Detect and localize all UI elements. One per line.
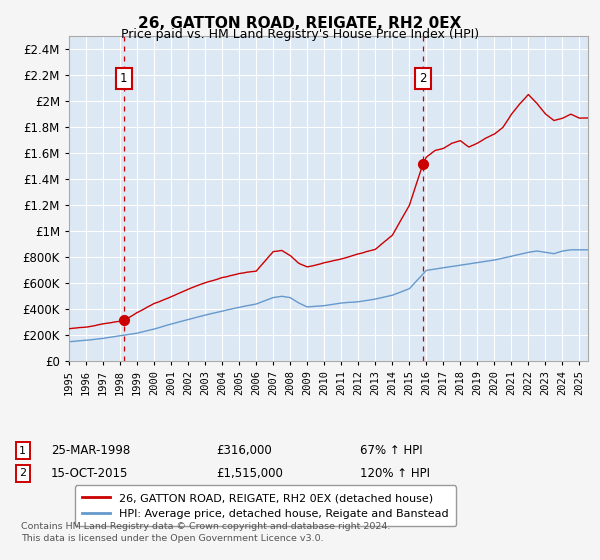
Text: 67% ↑ HPI: 67% ↑ HPI [360,444,422,458]
Text: £1,515,000: £1,515,000 [216,466,283,480]
Text: 1: 1 [19,446,26,456]
Text: 26, GATTON ROAD, REIGATE, RH2 0EX: 26, GATTON ROAD, REIGATE, RH2 0EX [139,16,461,31]
Text: 15-OCT-2015: 15-OCT-2015 [51,466,128,480]
Text: Contains HM Land Registry data © Crown copyright and database right 2024.
This d: Contains HM Land Registry data © Crown c… [21,522,391,543]
Text: £316,000: £316,000 [216,444,272,458]
Text: 120% ↑ HPI: 120% ↑ HPI [360,466,430,480]
Text: 2: 2 [19,468,26,478]
Text: Price paid vs. HM Land Registry's House Price Index (HPI): Price paid vs. HM Land Registry's House … [121,28,479,41]
Text: 2: 2 [419,72,427,85]
Legend: 26, GATTON ROAD, REIGATE, RH2 0EX (detached house), HPI: Average price, detached: 26, GATTON ROAD, REIGATE, RH2 0EX (detac… [74,486,457,526]
Text: 1: 1 [120,72,128,85]
Text: 25-MAR-1998: 25-MAR-1998 [51,444,130,458]
